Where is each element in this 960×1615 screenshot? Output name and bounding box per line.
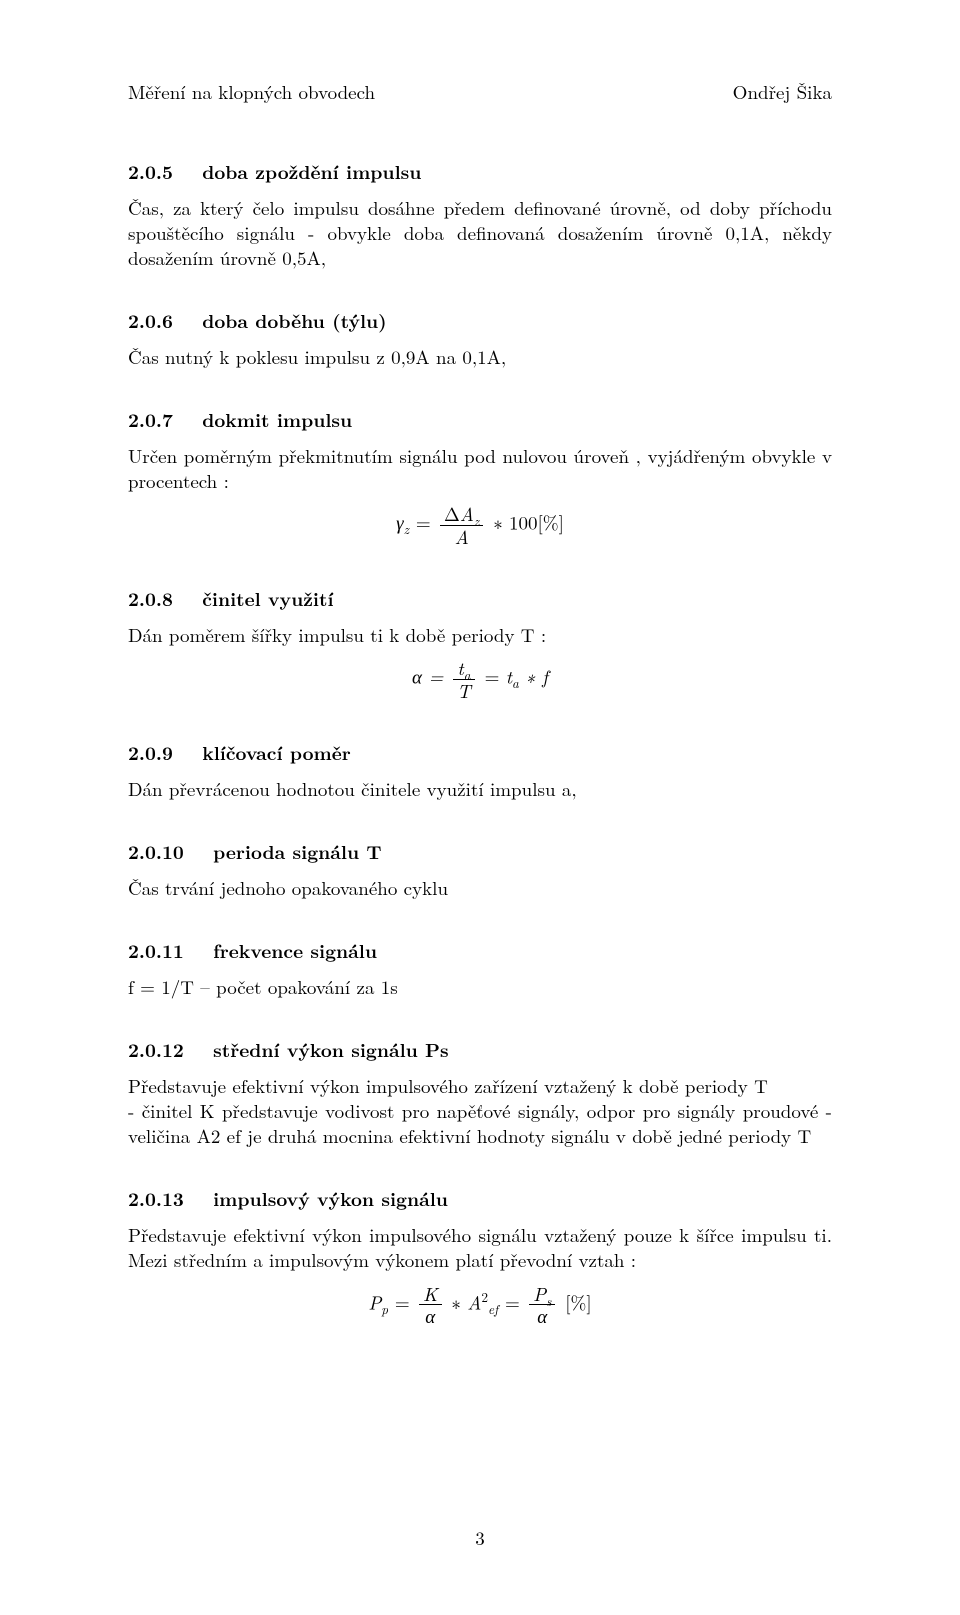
section-number: 2.0.11 — [128, 936, 184, 964]
section-heading-2-0-13: 2.0.13 impulsový výkon signálu — [128, 1184, 832, 1212]
section-title: perioda signálu T — [213, 837, 381, 865]
section-number: 2.0.9 — [128, 738, 173, 766]
section-title: impulsový výkon signálu — [213, 1184, 448, 1212]
section-number: 2.0.12 — [128, 1035, 184, 1063]
section-title: činitel využití — [202, 584, 333, 612]
equation-pp: Pp = K α ∗ A2ef = Ps α [%] — [128, 1283, 832, 1328]
section-heading-2-0-8: 2.0.8 činitel využití — [128, 584, 832, 612]
section-title: frekvence signálu — [213, 936, 377, 964]
section-body: Dán poměrem šířky impulsu ti k době peri… — [128, 622, 832, 647]
page: Měření na klopných obvodech Ondřej Šika … — [0, 0, 960, 1615]
section-number: 2.0.6 — [128, 306, 173, 334]
section-body: Čas trvání jednoho opakovaného cyklu — [128, 875, 832, 900]
section-title: doba doběhu (týlu) — [202, 306, 387, 334]
section-number: 2.0.7 — [128, 405, 173, 433]
section-body: Čas, za který čelo impulsu dosáhne přede… — [128, 195, 832, 270]
section-number: 2.0.8 — [128, 584, 173, 612]
page-number: 3 — [0, 1524, 960, 1551]
section-heading-2-0-11: 2.0.11 frekvence signálu — [128, 936, 832, 964]
section-number: 2.0.5 — [128, 157, 173, 185]
section-heading-2-0-7: 2.0.7 dokmit impulsu — [128, 405, 832, 433]
section-heading-2-0-6: 2.0.6 doba doběhu (týlu) — [128, 306, 832, 334]
section-title: klíčovací poměr — [202, 738, 351, 766]
section-number: 2.0.13 — [128, 1184, 184, 1212]
section-body: Čas nutný k poklesu impulsu z 0,9A na 0,… — [128, 344, 832, 369]
section-title: dokmit impulsu — [202, 405, 352, 433]
section-title: doba zpoždění impulsu — [202, 157, 421, 185]
header-right: Ondřej Šika — [733, 78, 832, 105]
equation-alpha: α = ta T = ta ∗ f — [128, 657, 832, 702]
section-body: Dán převrácenou hodnotou činitele využit… — [128, 776, 832, 801]
section-heading-2-0-10: 2.0.10 perioda signálu T — [128, 837, 832, 865]
section-heading-2-0-12: 2.0.12 střední výkon signálu Ps — [128, 1035, 832, 1063]
section-number: 2.0.10 — [128, 837, 184, 865]
section-body: Představuje efektivní výkon impulsového … — [128, 1073, 832, 1148]
section-body: Určen poměrným překmitnutím signálu pod … — [128, 443, 832, 493]
section-heading-2-0-9: 2.0.9 klíčovací poměr — [128, 738, 832, 766]
section-title: střední výkon signálu Ps — [213, 1035, 449, 1063]
section-heading-2-0-5: 2.0.5 doba zpoždění impulsu — [128, 157, 832, 185]
section-body: f = 1/T – počet opakování za 1s — [128, 974, 832, 999]
header-left: Měření na klopných obvodech — [128, 78, 375, 105]
page-header: Měření na klopných obvodech Ondřej Šika — [128, 78, 832, 105]
equation-gamma-z: γz = ΔAz A ∗ 100[%] — [128, 503, 832, 548]
section-body: Představuje efektivní výkon impulsového … — [128, 1222, 832, 1272]
